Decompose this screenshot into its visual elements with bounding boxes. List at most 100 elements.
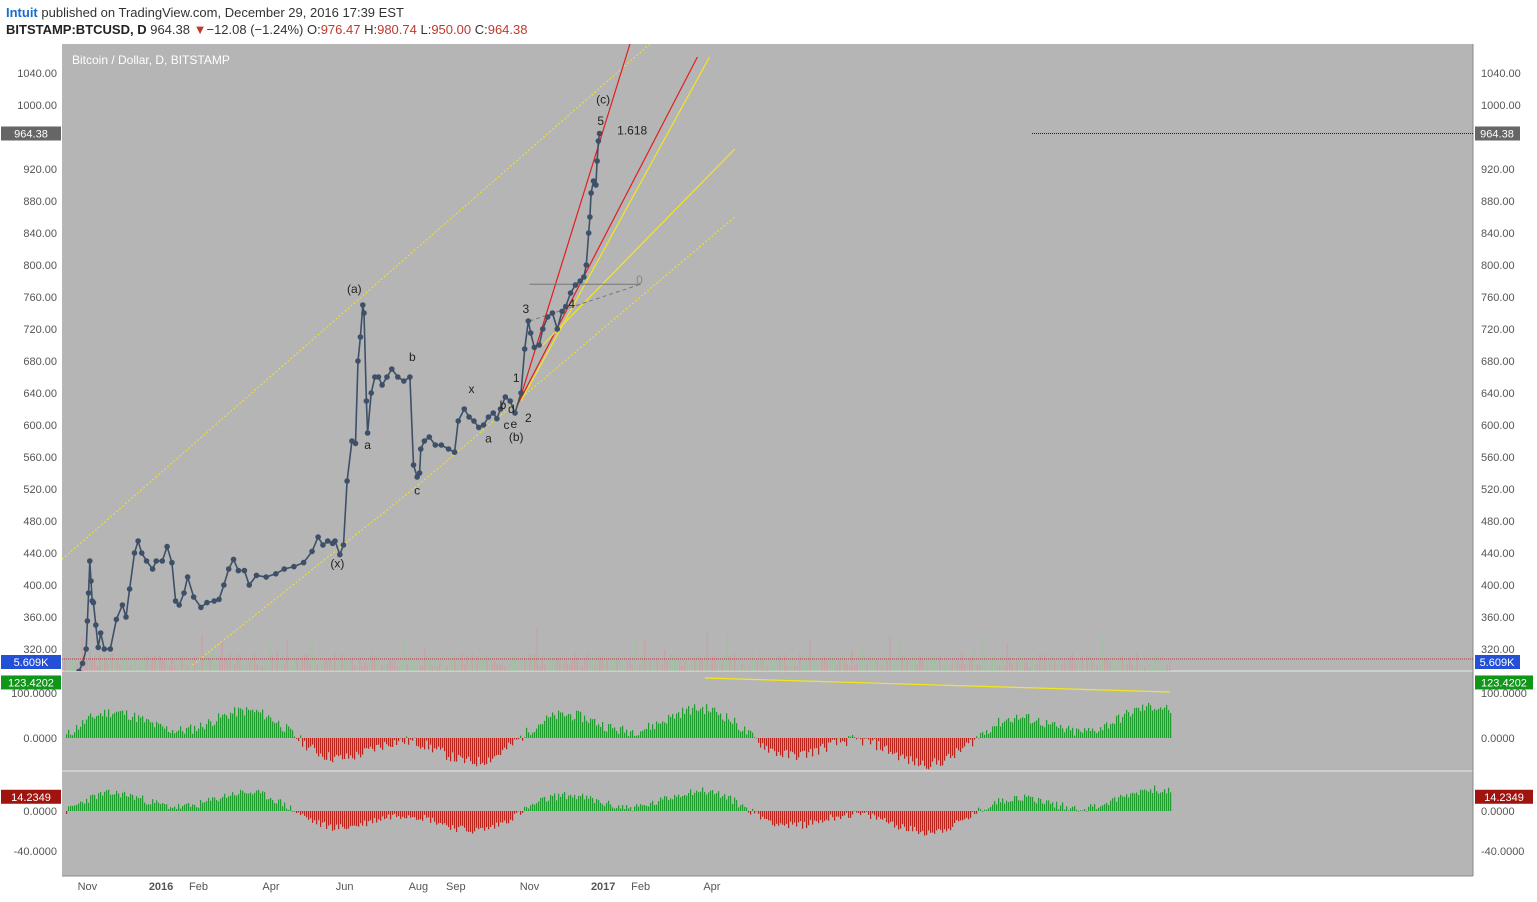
histogram-bar — [334, 738, 336, 757]
histogram-bar — [1100, 727, 1102, 738]
histogram-bar — [784, 811, 786, 826]
price-point — [490, 410, 497, 416]
histogram-bar — [166, 726, 168, 738]
volume-bar — [141, 660, 144, 671]
volume-bar — [549, 655, 551, 671]
histogram-bar — [434, 738, 436, 749]
volume-bar — [1106, 658, 1109, 671]
histogram-bar — [708, 792, 710, 811]
histogram-bar — [718, 791, 720, 811]
histogram-bar — [352, 738, 354, 759]
histogram-bar — [362, 811, 364, 826]
volume-bar — [179, 656, 181, 671]
price-point — [86, 558, 93, 564]
histogram-bar — [136, 796, 138, 811]
histogram-bar — [996, 804, 998, 811]
histogram-bar — [706, 794, 708, 811]
volume-bar — [469, 663, 471, 671]
volume-bar — [106, 660, 109, 671]
histogram-bar — [304, 811, 306, 816]
time-tick: Apr — [262, 881, 279, 893]
left-last-price-box — [1, 126, 61, 141]
histogram-bar — [584, 799, 586, 811]
wave-label: 1 — [513, 371, 520, 385]
histogram-bar — [144, 802, 146, 811]
histogram-bar — [294, 736, 296, 738]
volume-bar — [364, 662, 366, 671]
right-price-tick: 600.00 — [1481, 420, 1515, 432]
histogram-bar — [634, 735, 636, 738]
volume-bar — [871, 662, 874, 671]
volume-bar — [146, 654, 149, 671]
histogram-bar — [324, 738, 326, 760]
histogram-bar — [680, 718, 682, 738]
volume-bar — [761, 658, 764, 671]
histogram-bar — [684, 713, 686, 738]
histogram-bar — [204, 729, 206, 738]
histogram-bar — [206, 801, 208, 811]
volume-bar — [884, 656, 886, 671]
histogram-bar — [808, 811, 810, 826]
histogram-bar — [1030, 723, 1032, 738]
histogram-bar — [1132, 713, 1134, 738]
histogram-bar — [666, 796, 668, 811]
histogram-bar — [618, 733, 620, 738]
histogram-bar — [926, 811, 928, 836]
histogram-bar — [132, 794, 134, 811]
histogram-bar — [960, 738, 962, 753]
volume-bar — [319, 663, 321, 671]
histogram-bar — [1106, 802, 1108, 811]
histogram-bar — [438, 738, 440, 747]
histogram-bar — [1090, 731, 1092, 738]
histogram-bar — [120, 797, 122, 811]
author-link[interactable]: Intuit — [6, 5, 38, 20]
histogram-bar — [938, 738, 940, 761]
volume-bar — [136, 666, 139, 671]
price-point — [494, 415, 500, 422]
right-osc-tick: 100.0000 — [1481, 688, 1527, 700]
histogram-bar — [942, 738, 944, 766]
histogram-bar — [1104, 804, 1106, 811]
price-point — [230, 556, 237, 563]
histogram-bar — [266, 717, 268, 738]
histogram-bar — [228, 796, 230, 811]
volume-bar — [1039, 653, 1041, 671]
wave-label: c — [504, 418, 510, 432]
price-point — [113, 616, 120, 623]
histogram-bar — [482, 811, 484, 828]
histogram-bar — [778, 811, 780, 826]
price-point — [126, 586, 133, 592]
histogram-bar — [218, 801, 220, 811]
left-price-tick: 1000.00 — [17, 100, 57, 112]
histogram-bar — [798, 811, 800, 823]
volume-bar — [289, 662, 291, 671]
volume-bar — [559, 658, 561, 671]
volume-bar — [669, 653, 671, 671]
histogram-bar — [712, 790, 714, 811]
histogram-bar — [826, 811, 828, 820]
right-osc-value-box — [1475, 789, 1533, 804]
histogram-bar — [438, 811, 440, 824]
volume-bar — [349, 658, 351, 671]
volume-bar — [571, 658, 574, 671]
histogram-bar — [744, 726, 746, 738]
histogram-bar — [1088, 806, 1090, 811]
price-point — [176, 602, 182, 608]
histogram-bar — [956, 738, 958, 749]
wave-label: c — [414, 484, 420, 498]
right-price-tick: 720.00 — [1481, 324, 1515, 336]
histogram-bar — [424, 738, 426, 750]
histogram-bar — [904, 738, 906, 759]
histogram-bar — [278, 720, 280, 738]
histogram-bar — [480, 811, 482, 829]
volume-bar — [566, 662, 569, 671]
histogram-bar — [830, 811, 832, 815]
histogram-bar — [722, 719, 724, 738]
volume-bar — [696, 655, 699, 671]
histogram-bar — [1098, 731, 1100, 738]
histogram-bar — [506, 738, 508, 750]
volume-bar — [991, 657, 994, 671]
volume-bar — [206, 654, 209, 671]
